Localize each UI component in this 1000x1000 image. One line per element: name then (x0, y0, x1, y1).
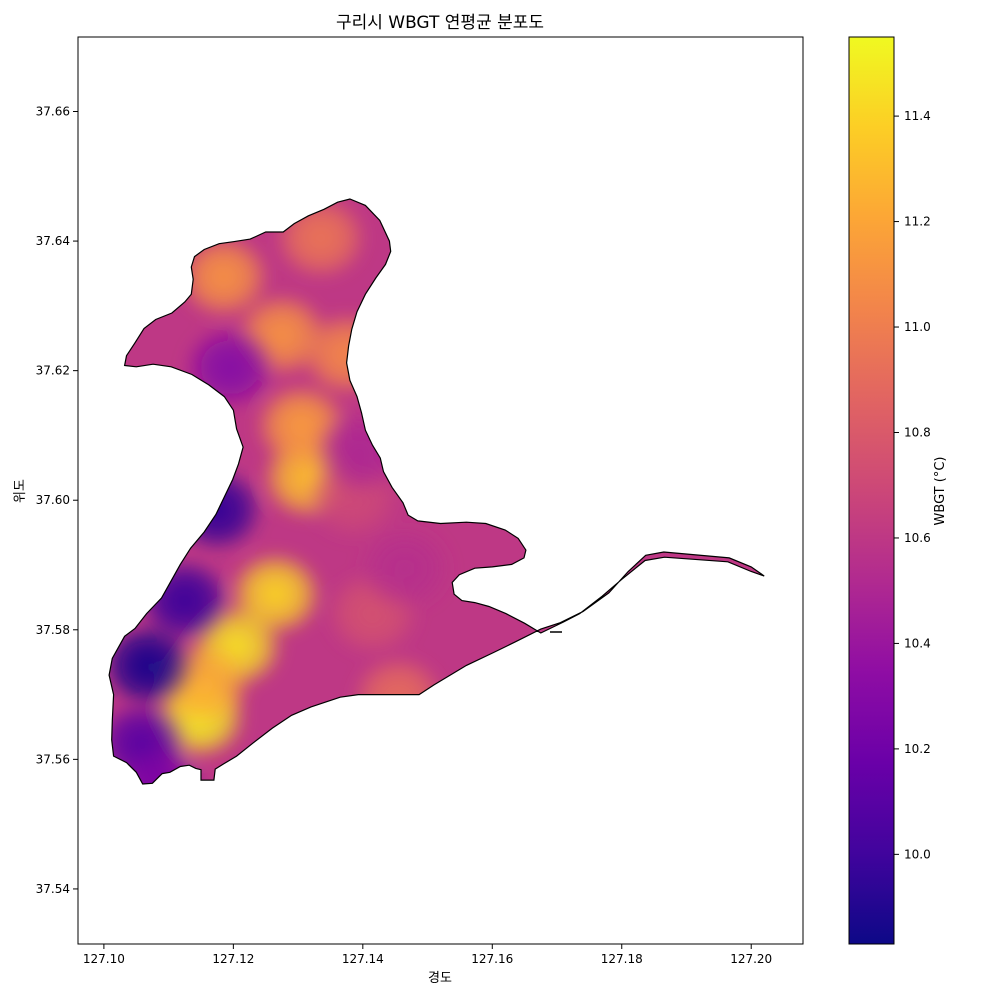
colorbar-tick-label: 10.6 (904, 531, 931, 545)
y-axis-ticks: 37.54 37.56 37.58 37.60 37.62 37.64 37.66 (36, 105, 78, 896)
x-tick-label: 127.16 (471, 952, 513, 966)
y-tick-label: 37.64 (36, 234, 70, 248)
y-tick-label: 37.66 (36, 105, 70, 119)
plot-area (77, 36, 804, 945)
heat-hotspot (356, 524, 453, 613)
x-tick-label: 127.10 (83, 952, 125, 966)
colorbar-tick-label: 11.0 (904, 320, 931, 334)
y-tick-label: 37.58 (36, 623, 70, 637)
colorbar-tick-label: 11.4 (904, 109, 931, 123)
heat-hotspot (175, 232, 272, 321)
city-boundary (108, 198, 765, 785)
heat-hotspot (109, 621, 196, 710)
colorbar-label: WBGT (°C) (933, 457, 948, 526)
chart-title: 구리시 WBGT 연평균 분포도 (336, 13, 544, 33)
x-tick-label: 127.18 (601, 952, 643, 966)
colorbar-tick-label: 10.4 (904, 636, 931, 650)
colorbar-tick-label: 11.2 (904, 215, 931, 229)
x-tick-label: 127.20 (730, 952, 772, 966)
y-tick-label: 37.62 (36, 364, 70, 378)
y-axis-label: 위도 (13, 479, 28, 503)
y-tick-label: 37.54 (36, 882, 70, 896)
x-tick-label: 127.12 (212, 952, 254, 966)
colorbar-tick-label: 10.8 (904, 425, 931, 439)
colorbar-tick-label: 10.2 (904, 742, 931, 756)
y-tick-label: 37.56 (36, 752, 70, 766)
colorbar-tick-label: 10.0 (904, 847, 931, 861)
x-tick-label: 127.14 (342, 952, 384, 966)
colorbar-ticks: 10.0 10.2 10.4 10.6 10.8 11.0 11.2 11.4 (894, 109, 931, 861)
y-tick-label: 37.60 (36, 493, 70, 507)
x-axis-ticks: 127.10 127.12 127.14 127.16 127.18 127.20 (83, 944, 772, 966)
colorbar (848, 36, 895, 945)
x-axis-label: 경도 (428, 971, 452, 986)
